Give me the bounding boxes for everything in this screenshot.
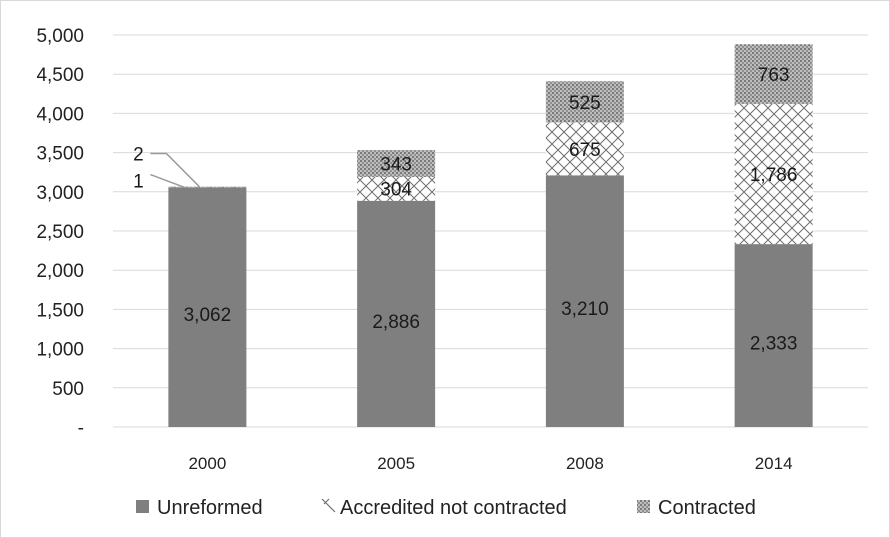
data-label: 304 — [380, 180, 412, 201]
data-label: 343 — [380, 154, 412, 175]
data-labels: 3,062 2 1 2,886 304 343 3,210 675 525 2,333 1,786 7… — [133, 65, 797, 354]
bar-contracted — [168, 186, 247, 188]
y-tick-label: 1,500 — [36, 300, 84, 321]
data-label: 1 — [133, 172, 144, 193]
y-tick-label: 500 — [52, 379, 84, 400]
bar-accredited — [545, 122, 624, 176]
leader-line — [150, 152, 200, 188]
legend-label: Contracted — [658, 497, 756, 519]
legend-swatch-accredited — [321, 498, 336, 513]
x-tick-label: 2005 — [377, 454, 415, 473]
y-tick-label: 5,000 — [36, 26, 84, 47]
data-label: 2 — [133, 144, 144, 165]
bar-unreformed — [734, 244, 813, 427]
legend: Unreformed Accredited not contracted Contr… — [136, 497, 756, 519]
legend-swatch-unreformed — [136, 500, 149, 513]
data-label: 3,062 — [184, 305, 232, 326]
legend-swatch-contracted — [637, 500, 650, 513]
y-tick-label: 4,000 — [36, 104, 84, 125]
data-label: 1,786 — [750, 165, 798, 186]
data-label: 675 — [569, 140, 601, 161]
data-label: 2,886 — [372, 312, 420, 333]
bar-contracted — [734, 44, 813, 105]
y-tick-label: 2,000 — [36, 261, 84, 282]
y-tick-label: 4,500 — [36, 65, 84, 86]
x-tick-label: 2000 — [188, 454, 226, 473]
x-axis-ticks: 2000 2005 2008 2014 — [188, 454, 792, 473]
legend-label: Accredited not contracted — [340, 497, 567, 519]
bars — [168, 44, 813, 427]
y-tick-label: 1,000 — [36, 340, 84, 361]
y-tick-label: 2,500 — [36, 222, 84, 243]
y-tick-label: 3,500 — [36, 144, 84, 165]
bar-accredited — [357, 176, 436, 201]
x-tick-label: 2014 — [755, 454, 793, 473]
legend-label: Unreformed — [157, 497, 263, 519]
data-label: 525 — [569, 93, 601, 114]
bar-contracted — [357, 150, 436, 177]
bar-contracted — [545, 81, 624, 123]
y-tick-label: 3,000 — [36, 183, 84, 204]
bar-unreformed — [357, 200, 436, 427]
data-label: 763 — [758, 65, 790, 86]
bar-accredited — [734, 104, 813, 245]
bar-unreformed — [168, 186, 247, 427]
x-tick-label: 2008 — [566, 454, 604, 473]
data-label: 3,210 — [561, 299, 609, 320]
legend-swatch-stroke — [321, 498, 336, 513]
bar-unreformed — [545, 175, 624, 427]
y-axis-ticks: - 500 1,000 1,500 2,000 2,500 3,000 3,500 4,000 4… — [36, 26, 84, 439]
y-tick-label: - — [78, 418, 84, 439]
data-label: 2,333 — [750, 334, 798, 355]
leader-line — [150, 173, 186, 189]
